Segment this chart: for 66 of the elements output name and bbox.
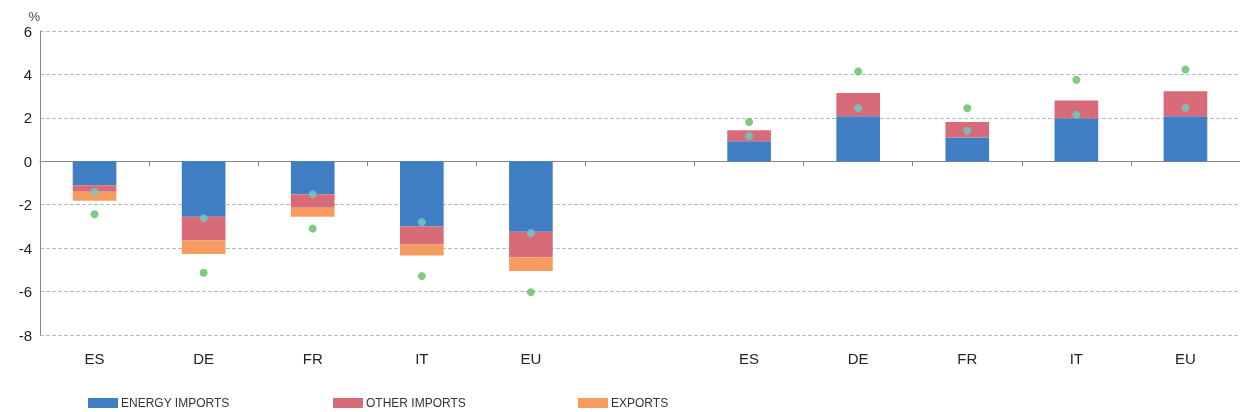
bar [1163,91,1208,117]
point [1181,65,1190,74]
bar [72,161,117,186]
bar [509,161,553,232]
y-tick-label: 6 [23,22,32,40]
point [90,187,99,196]
y-tick-label: 4 [23,65,32,83]
x-tick-label: DE [193,350,215,367]
bar [290,194,335,208]
y-tick-label: 2 [23,109,32,127]
y-tick-label: -8 [18,326,32,344]
x-tick-label: FR [957,350,978,367]
bar [1054,100,1099,119]
point [526,228,535,237]
bar [290,207,335,217]
point [308,190,317,199]
legend-label: ENERGY IMPORTS [121,396,230,410]
bar [181,240,226,255]
point [308,224,317,233]
point [1072,75,1081,84]
x-tick-label: IT [1069,350,1084,367]
point [854,104,863,113]
y-tick-label: 0 [23,152,32,170]
y-axis-title: % [28,9,41,24]
y-tick-label: -6 [18,283,32,301]
point [1181,103,1190,112]
x-tick-label: FR [302,350,323,367]
bar [836,116,880,162]
bar [945,121,990,138]
point [90,210,99,219]
bar [72,185,117,192]
bar [836,92,880,117]
bar [400,226,444,245]
legend-label: OTHER IMPORTS [366,396,466,410]
bar [400,244,444,256]
point [854,67,863,76]
bar [945,137,990,162]
point [526,288,535,297]
bar [1054,118,1099,162]
point [1072,110,1081,119]
x-tick-label: EU [520,350,542,367]
bar [509,257,553,271]
x-tick-label: ES [84,350,105,367]
point [199,214,208,223]
point [417,272,426,281]
bar [181,161,226,217]
x-tick-label: DE [847,350,869,367]
bar [72,191,117,201]
point [745,117,754,126]
legend-label: EXPORTS [611,396,669,410]
point [745,132,754,141]
point [963,126,972,135]
bar [509,231,553,258]
x-tick-label: EU [1175,350,1196,367]
bar [727,141,771,162]
bar [1163,116,1208,162]
x-tick-label: IT [415,350,429,367]
point [963,104,972,113]
point [417,218,426,227]
bar [400,161,444,227]
y-tick-label: -2 [18,196,32,214]
point [199,268,208,277]
y-tick-label: -4 [18,239,32,257]
bar [181,216,226,241]
x-tick-label: ES [739,350,760,367]
bar [290,161,335,195]
